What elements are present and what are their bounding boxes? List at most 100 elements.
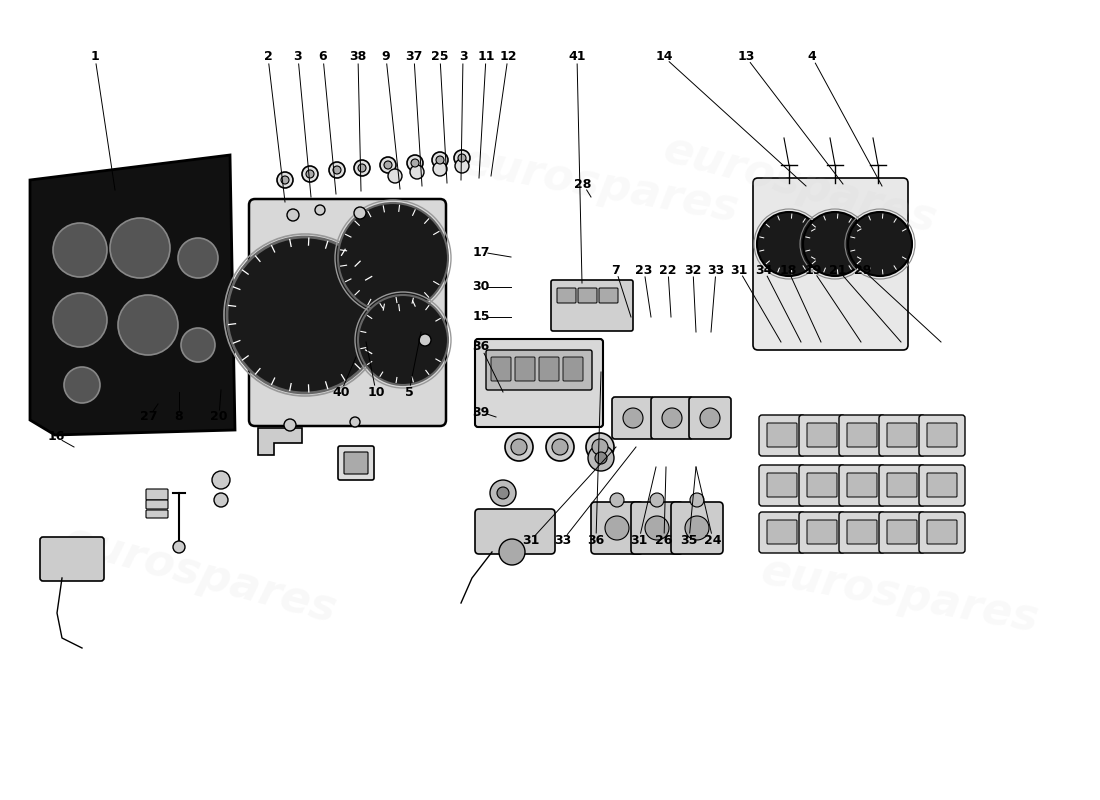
Circle shape [110, 218, 170, 278]
Text: 33: 33 [707, 263, 725, 277]
FancyBboxPatch shape [807, 423, 837, 447]
Text: 33: 33 [554, 534, 572, 546]
Circle shape [350, 417, 360, 427]
Circle shape [315, 205, 324, 215]
Circle shape [700, 408, 720, 428]
Circle shape [419, 334, 431, 346]
FancyBboxPatch shape [249, 199, 446, 426]
Circle shape [277, 172, 293, 188]
Text: 17: 17 [472, 246, 490, 258]
FancyBboxPatch shape [631, 502, 683, 554]
Circle shape [650, 493, 664, 507]
Circle shape [280, 176, 289, 184]
FancyBboxPatch shape [671, 502, 723, 554]
Text: 2: 2 [264, 50, 273, 63]
FancyBboxPatch shape [847, 423, 877, 447]
Text: 28: 28 [574, 178, 592, 190]
Circle shape [497, 487, 509, 499]
Text: 13: 13 [737, 50, 755, 63]
FancyBboxPatch shape [759, 415, 805, 456]
Circle shape [690, 493, 704, 507]
Circle shape [757, 212, 821, 276]
Text: 21: 21 [829, 263, 847, 277]
Circle shape [490, 480, 516, 506]
Circle shape [512, 439, 527, 455]
FancyBboxPatch shape [887, 473, 917, 497]
Text: 10: 10 [367, 386, 385, 398]
FancyBboxPatch shape [887, 423, 917, 447]
Text: 6: 6 [319, 50, 328, 63]
FancyBboxPatch shape [563, 357, 583, 381]
FancyBboxPatch shape [927, 473, 957, 497]
Circle shape [662, 408, 682, 428]
FancyBboxPatch shape [486, 350, 592, 390]
Text: eurospares: eurospares [659, 128, 942, 242]
Text: 5: 5 [405, 386, 414, 398]
FancyBboxPatch shape [557, 288, 576, 303]
Circle shape [214, 493, 228, 507]
Text: eurospares: eurospares [758, 550, 1043, 641]
FancyBboxPatch shape [40, 537, 104, 581]
Circle shape [595, 452, 607, 464]
FancyBboxPatch shape [847, 473, 877, 497]
Circle shape [505, 433, 534, 461]
FancyBboxPatch shape [879, 512, 925, 553]
FancyBboxPatch shape [847, 520, 877, 544]
Circle shape [338, 203, 448, 313]
Text: 20: 20 [210, 410, 228, 423]
Polygon shape [258, 428, 303, 455]
Circle shape [605, 516, 629, 540]
Text: eurospares: eurospares [58, 518, 341, 632]
Text: 29: 29 [855, 263, 871, 277]
FancyBboxPatch shape [767, 520, 798, 544]
Circle shape [455, 159, 469, 173]
Text: 31: 31 [522, 534, 540, 546]
Text: 14: 14 [656, 50, 673, 63]
FancyBboxPatch shape [338, 446, 374, 480]
Text: 36: 36 [472, 341, 490, 354]
FancyBboxPatch shape [807, 520, 837, 544]
Circle shape [546, 433, 574, 461]
Text: 9: 9 [382, 50, 390, 63]
FancyBboxPatch shape [799, 415, 845, 456]
Circle shape [432, 152, 448, 168]
FancyBboxPatch shape [475, 339, 603, 427]
FancyBboxPatch shape [551, 280, 632, 331]
Text: 18: 18 [779, 263, 796, 277]
Circle shape [436, 156, 444, 164]
Circle shape [302, 166, 318, 182]
Text: 37: 37 [405, 50, 422, 63]
Circle shape [212, 471, 230, 489]
FancyBboxPatch shape [918, 512, 965, 553]
FancyBboxPatch shape [839, 415, 886, 456]
FancyBboxPatch shape [807, 473, 837, 497]
Text: 32: 32 [684, 263, 702, 277]
Circle shape [53, 223, 107, 277]
FancyBboxPatch shape [146, 489, 168, 500]
Circle shape [645, 516, 669, 540]
Circle shape [178, 238, 218, 278]
FancyBboxPatch shape [879, 415, 925, 456]
Circle shape [848, 212, 912, 276]
FancyBboxPatch shape [887, 520, 917, 544]
Circle shape [358, 164, 366, 172]
Circle shape [64, 367, 100, 403]
Circle shape [53, 293, 107, 347]
Circle shape [433, 162, 447, 176]
Circle shape [329, 162, 345, 178]
Circle shape [610, 493, 624, 507]
FancyBboxPatch shape [689, 397, 732, 439]
FancyBboxPatch shape [879, 465, 925, 506]
FancyBboxPatch shape [767, 423, 798, 447]
Circle shape [454, 150, 470, 166]
Text: 15: 15 [472, 310, 490, 323]
Text: 16: 16 [47, 430, 65, 443]
Circle shape [173, 541, 185, 553]
Circle shape [623, 408, 643, 428]
Text: 26: 26 [656, 534, 673, 546]
FancyBboxPatch shape [918, 415, 965, 456]
FancyBboxPatch shape [799, 465, 845, 506]
FancyBboxPatch shape [146, 500, 168, 509]
Circle shape [685, 516, 710, 540]
Text: 11: 11 [477, 50, 495, 63]
